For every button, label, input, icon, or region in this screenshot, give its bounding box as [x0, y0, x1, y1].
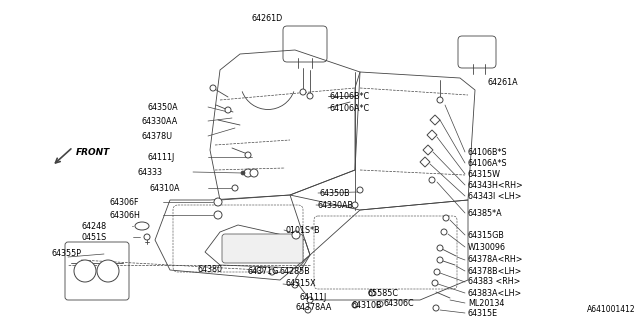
Circle shape — [292, 231, 300, 239]
Text: 65585C: 65585C — [368, 290, 399, 299]
Circle shape — [377, 301, 383, 307]
Text: 64343H<RH>: 64343H<RH> — [468, 180, 524, 189]
Text: 64371G: 64371G — [248, 268, 280, 276]
Ellipse shape — [135, 222, 149, 230]
Circle shape — [433, 305, 439, 311]
Text: ML20134: ML20134 — [468, 299, 504, 308]
Circle shape — [210, 85, 216, 91]
Text: 64333: 64333 — [138, 167, 163, 177]
Text: 64355P: 64355P — [52, 250, 82, 259]
Circle shape — [97, 260, 119, 282]
Text: 64310B: 64310B — [352, 300, 383, 309]
Text: 0451S: 0451S — [82, 233, 108, 242]
Text: 64385*A: 64385*A — [468, 209, 502, 218]
Circle shape — [434, 269, 440, 275]
Circle shape — [250, 169, 258, 177]
Text: 64111J: 64111J — [148, 153, 175, 162]
Text: 64378A<RH>: 64378A<RH> — [468, 255, 524, 265]
Text: 64306F: 64306F — [110, 197, 140, 206]
Circle shape — [307, 93, 313, 99]
Text: 64306C: 64306C — [384, 300, 415, 308]
Text: 64106A*C: 64106A*C — [330, 103, 370, 113]
Text: 64315E: 64315E — [468, 308, 498, 317]
Text: 64350A: 64350A — [148, 102, 179, 111]
Circle shape — [244, 169, 252, 177]
Circle shape — [307, 297, 313, 303]
Circle shape — [437, 97, 443, 103]
Polygon shape — [423, 145, 433, 155]
Text: FRONT: FRONT — [76, 148, 110, 156]
Text: 64106B*S: 64106B*S — [468, 148, 508, 156]
Text: 64350B: 64350B — [320, 188, 351, 197]
Circle shape — [437, 245, 443, 251]
Text: 64310A: 64310A — [150, 183, 180, 193]
Circle shape — [214, 198, 222, 206]
Polygon shape — [420, 157, 430, 167]
Text: 64383 <RH>: 64383 <RH> — [468, 277, 520, 286]
Text: 64248: 64248 — [82, 221, 107, 230]
Circle shape — [429, 177, 435, 183]
Text: 64343I <LH>: 64343I <LH> — [468, 191, 522, 201]
Text: 64378B<LH>: 64378B<LH> — [468, 267, 522, 276]
Text: 64383A<LH>: 64383A<LH> — [468, 289, 522, 298]
Circle shape — [441, 229, 447, 235]
Circle shape — [214, 211, 222, 219]
Circle shape — [300, 89, 306, 95]
Circle shape — [369, 290, 375, 296]
Text: 64330AB: 64330AB — [318, 201, 354, 210]
Circle shape — [437, 257, 443, 263]
Text: 64378AA: 64378AA — [295, 303, 332, 313]
Text: 64285B: 64285B — [280, 268, 311, 276]
Text: 64106A*S: 64106A*S — [468, 158, 508, 167]
Circle shape — [241, 171, 245, 175]
Text: 64315GB: 64315GB — [468, 230, 505, 239]
Circle shape — [257, 267, 263, 273]
Circle shape — [74, 260, 96, 282]
Text: 64106B*C: 64106B*C — [330, 92, 370, 100]
Circle shape — [269, 269, 275, 275]
Circle shape — [144, 234, 150, 240]
Text: 64378U: 64378U — [142, 132, 173, 140]
Text: 64315W: 64315W — [468, 170, 501, 179]
Circle shape — [292, 282, 298, 288]
Circle shape — [432, 280, 438, 286]
Text: 64261A: 64261A — [488, 77, 518, 86]
Text: 64261D: 64261D — [252, 13, 284, 22]
Text: 64330AA: 64330AA — [142, 116, 179, 125]
Circle shape — [225, 107, 231, 113]
Circle shape — [305, 307, 311, 313]
Polygon shape — [427, 130, 437, 140]
Text: W130096: W130096 — [468, 243, 506, 252]
Circle shape — [443, 215, 449, 221]
Circle shape — [352, 202, 358, 208]
Text: 64380: 64380 — [198, 266, 223, 275]
Circle shape — [352, 302, 358, 308]
Text: 64315X: 64315X — [285, 279, 316, 289]
Circle shape — [357, 187, 363, 193]
Circle shape — [232, 185, 238, 191]
Text: 0101S*B: 0101S*B — [286, 226, 321, 235]
Polygon shape — [430, 115, 440, 125]
Circle shape — [245, 152, 251, 158]
Text: 64306H: 64306H — [110, 211, 141, 220]
FancyBboxPatch shape — [222, 234, 303, 263]
Text: A641001412: A641001412 — [588, 305, 636, 314]
Text: 64111J: 64111J — [300, 293, 327, 302]
